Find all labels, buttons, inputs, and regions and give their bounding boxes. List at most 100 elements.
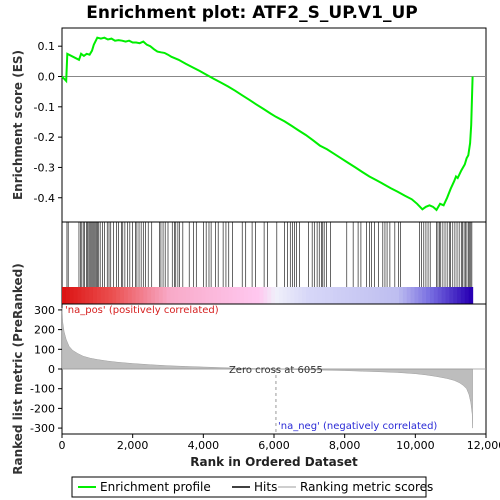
- rank-colorbar-segment: [414, 287, 419, 304]
- rank-colorbar-segment: [271, 287, 276, 304]
- rank-colorbar-segment: [344, 287, 350, 304]
- rank-colorbar-segment: [232, 287, 237, 304]
- rank-colorbar-segment: [375, 287, 381, 304]
- rank-colorbar-segment: [441, 287, 447, 304]
- negative-correlation-label: 'na_neg' (negatively correlated): [278, 421, 437, 432]
- x-tick-label: 0: [59, 439, 66, 452]
- rank-colorbar-segment: [185, 287, 191, 304]
- rank-colorbar-segment: [166, 287, 172, 304]
- rank-colorbar-segment: [278, 287, 284, 304]
- rank-colorbar-segment: [356, 287, 361, 304]
- rank-colorbar-segment: [422, 287, 427, 304]
- metric-y-tick-label: -200: [30, 402, 55, 415]
- rank-colorbar-segment: [108, 287, 113, 304]
- es-y-tick-label: 0.1: [38, 40, 56, 53]
- rank-colorbar-segment: [395, 287, 400, 304]
- rank-colorbar-segment: [240, 287, 245, 304]
- rank-colorbar-segment: [131, 287, 137, 304]
- rank-colorbar-segment: [236, 287, 241, 304]
- rank-colorbar-segment: [275, 287, 280, 304]
- es-y-tick-label: -0.3: [34, 161, 55, 174]
- rank-colorbar-segment: [127, 287, 133, 304]
- x-tick-label: 6,000: [258, 439, 290, 452]
- rank-colorbar-segment: [329, 287, 334, 304]
- rank-colorbar-segment: [429, 287, 435, 304]
- hit-lines: [66, 222, 473, 287]
- rank-colorbar-segment: [189, 287, 195, 304]
- es-y-axis-label: Enrichment score (ES): [11, 50, 25, 200]
- rank-colorbar-segment: [73, 287, 79, 304]
- metric-y-tick-label: 0: [48, 363, 55, 376]
- es-y-tick-label: 0.0: [38, 71, 56, 84]
- rank-colorbar-segment: [104, 287, 110, 304]
- rank-colorbar-segment: [244, 287, 249, 304]
- rank-colorbar-segment: [77, 287, 82, 304]
- rank-colorbar-segment: [313, 287, 319, 304]
- rank-colorbar-segment: [247, 287, 253, 304]
- rank-colorbar-segment: [263, 287, 268, 304]
- rank-colorbar-segment: [216, 287, 222, 304]
- rank-colorbar-segment: [406, 287, 412, 304]
- rank-colorbar-segment: [418, 287, 423, 304]
- rank-colorbar-segment: [96, 287, 102, 304]
- rank-colorbar-segment: [433, 287, 439, 304]
- positive-correlation-label: 'na_pos' (positively correlated): [65, 305, 219, 316]
- rank-colorbar-segment: [170, 287, 175, 304]
- rank-colorbar-segment: [333, 287, 338, 304]
- rank-colorbar-segment: [228, 287, 234, 304]
- rank-colorbar-segment: [398, 287, 404, 304]
- es-y-tick-label: -0.1: [34, 101, 55, 114]
- metric-y-tick-label: -300: [30, 422, 55, 435]
- rank-colorbar-segment: [309, 287, 315, 304]
- metric-y-tick-label: 100: [34, 343, 55, 356]
- rank-colorbar-segment: [445, 287, 450, 304]
- rank-colorbar-segment: [81, 287, 86, 304]
- rank-colorbar-segment: [158, 287, 164, 304]
- es-profile-line: [61, 36, 474, 212]
- x-tick-label: 2,000: [117, 439, 149, 452]
- rank-colorbar-segment: [464, 287, 470, 304]
- x-tick-label: 10,000: [396, 439, 435, 452]
- rank-colorbar-segment: [298, 287, 303, 304]
- rank-colorbar-segment: [468, 287, 474, 304]
- rank-colorbar-segment: [85, 287, 90, 304]
- rank-colorbar-segment: [367, 287, 373, 304]
- legend: Enrichment profile Hits Ranking metric s…: [71, 476, 433, 498]
- rank-colorbar-segment: [379, 287, 385, 304]
- rank-colorbar-segment: [123, 287, 129, 304]
- rank-colorbar-segment: [352, 287, 357, 304]
- x-tick-label: 4,000: [188, 439, 220, 452]
- zero-cross-label: Zero cross at 6055: [229, 365, 323, 376]
- rank-colorbar-segment: [306, 287, 311, 304]
- rank-colorbar-segment: [197, 287, 203, 304]
- rank-colorbar-segment: [259, 287, 265, 304]
- rank-colorbar-segment: [151, 287, 156, 304]
- rank-colorbar-segment: [321, 287, 326, 304]
- metric-y-axis-label: Ranked list metric (PreRanked): [11, 263, 25, 475]
- rank-colorbar-segment: [174, 287, 179, 304]
- rank-colorbar-segment: [337, 287, 342, 304]
- x-axis-label: Rank in Ordered Dataset: [190, 455, 358, 469]
- rank-colorbar-segment: [69, 287, 75, 304]
- rank-colorbar-segment: [340, 287, 346, 304]
- es-y-axis: 0.1 0.0 -0.1 -0.2 -0.3 -0.4: [34, 40, 62, 205]
- rank-colorbar-segment: [213, 287, 218, 304]
- rank-colorbar-segment: [290, 287, 295, 304]
- metric-y-axis: 300 200 100 0 -100 -200 -300: [30, 304, 62, 435]
- rank-colorbar-segment: [92, 287, 98, 304]
- rank-colorbar-segment: [426, 287, 431, 304]
- x-tick-label: 8,000: [329, 439, 361, 452]
- rank-colorbar-segment: [139, 287, 144, 304]
- chart-title: Enrichment plot: ATF2_S_UP.V1_UP: [86, 3, 417, 23]
- rank-colorbar-segment: [162, 287, 168, 304]
- rank-colorbar-segment: [402, 287, 408, 304]
- rank-colorbar-segment: [325, 287, 330, 304]
- rank-colorbar-segment: [387, 287, 392, 304]
- rank-colorbar-segment: [457, 287, 462, 304]
- rank-colorbar-segment: [449, 287, 454, 304]
- rank-colorbar-segment: [286, 287, 292, 304]
- rank-colorbar-segment: [348, 287, 354, 304]
- x-axis: 0 2,000 4,000 6,000 8,000 10,000 12,000: [59, 434, 500, 452]
- rank-colorbar-segment: [120, 287, 125, 304]
- es-plot-frame: [61, 27, 487, 223]
